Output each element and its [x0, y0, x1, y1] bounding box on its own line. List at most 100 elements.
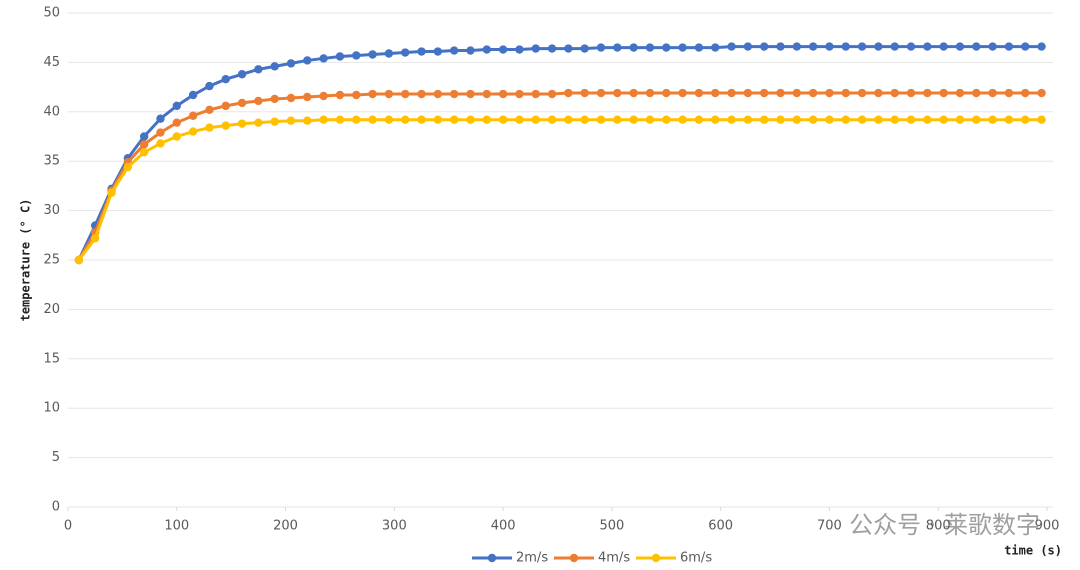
y-tick-label: 50	[43, 6, 60, 21]
data-point	[531, 89, 540, 99]
data-point	[401, 115, 410, 124]
data-point	[972, 115, 981, 124]
data-point	[776, 88, 785, 98]
data-point	[172, 118, 181, 127]
data-point	[74, 255, 84, 265]
data-point	[417, 89, 426, 99]
data-point	[498, 45, 508, 54]
data-point	[955, 42, 965, 51]
data-point	[792, 42, 802, 51]
data-point	[841, 88, 850, 98]
data-point	[384, 89, 394, 99]
data-point	[678, 43, 687, 52]
y-tick-label: 10	[43, 401, 60, 416]
data-point	[841, 115, 850, 124]
data-point	[335, 52, 345, 61]
data-point	[531, 115, 540, 124]
data-point	[515, 89, 524, 99]
data-point	[1021, 115, 1030, 124]
data-point	[221, 101, 230, 111]
data-point	[662, 43, 671, 52]
data-point	[90, 234, 100, 243]
data-point	[613, 43, 622, 52]
data-point	[1004, 42, 1014, 51]
data-point	[384, 49, 394, 58]
x-tick-label: 0	[64, 519, 72, 534]
data-point	[352, 90, 361, 100]
data-point	[498, 115, 508, 124]
data-point	[662, 115, 671, 124]
data-point	[547, 115, 557, 124]
data-point	[319, 54, 328, 63]
data-point	[401, 89, 410, 99]
data-point	[874, 88, 883, 98]
data-point	[874, 42, 883, 51]
data-point	[694, 88, 704, 98]
data-point	[890, 42, 899, 51]
data-point	[482, 89, 491, 99]
data-point	[596, 43, 606, 52]
data-point	[890, 88, 899, 98]
data-point	[1037, 42, 1046, 51]
data-point	[939, 88, 948, 98]
data-point	[368, 89, 377, 99]
data-point	[335, 115, 345, 124]
data-point	[433, 47, 443, 56]
data-point	[955, 88, 965, 98]
data-point	[139, 140, 149, 149]
data-point	[237, 70, 247, 79]
data-point	[384, 115, 394, 124]
data-point	[531, 44, 540, 53]
data-point	[449, 115, 459, 124]
data-point	[303, 92, 312, 102]
data-point	[988, 88, 997, 98]
data-point	[498, 89, 508, 99]
data-point	[727, 42, 736, 51]
data-point	[417, 115, 426, 124]
data-point	[613, 115, 622, 124]
data-point	[972, 88, 981, 98]
data-point	[286, 93, 296, 103]
data-point	[205, 123, 214, 132]
x-tick-label: 800	[926, 519, 951, 534]
data-point	[515, 45, 524, 54]
data-point	[547, 44, 557, 53]
data-point	[743, 42, 753, 51]
data-point	[825, 115, 834, 124]
x-tick-label: 500	[599, 519, 624, 534]
data-point	[156, 114, 165, 123]
data-point	[547, 89, 557, 99]
data-point	[1021, 42, 1030, 51]
data-point	[449, 46, 459, 55]
y-tick-label: 35	[43, 154, 60, 169]
data-point	[955, 115, 965, 124]
data-point	[286, 59, 296, 68]
data-point	[841, 42, 850, 51]
data-point	[645, 43, 655, 52]
data-point	[237, 119, 247, 128]
data-point	[939, 42, 948, 51]
data-point	[139, 132, 149, 141]
data-point	[825, 88, 834, 98]
data-point	[188, 90, 198, 100]
data-point	[319, 115, 328, 124]
data-point	[776, 42, 785, 51]
data-point	[743, 88, 753, 98]
data-point	[694, 43, 704, 52]
data-point	[890, 115, 899, 124]
data-point	[939, 115, 948, 124]
data-point	[988, 115, 997, 124]
data-point	[172, 132, 181, 141]
y-tick-label: 45	[43, 55, 60, 70]
data-point	[564, 88, 573, 98]
y-tick-label: 30	[43, 203, 60, 218]
legend-marker	[487, 553, 497, 563]
data-point	[352, 51, 361, 60]
data-point	[433, 115, 443, 124]
legend-label: 4m/s	[598, 551, 630, 566]
data-point	[107, 188, 116, 198]
data-point	[906, 88, 916, 98]
data-point	[711, 43, 720, 52]
legend-marker	[569, 553, 579, 563]
data-point	[1021, 88, 1030, 98]
